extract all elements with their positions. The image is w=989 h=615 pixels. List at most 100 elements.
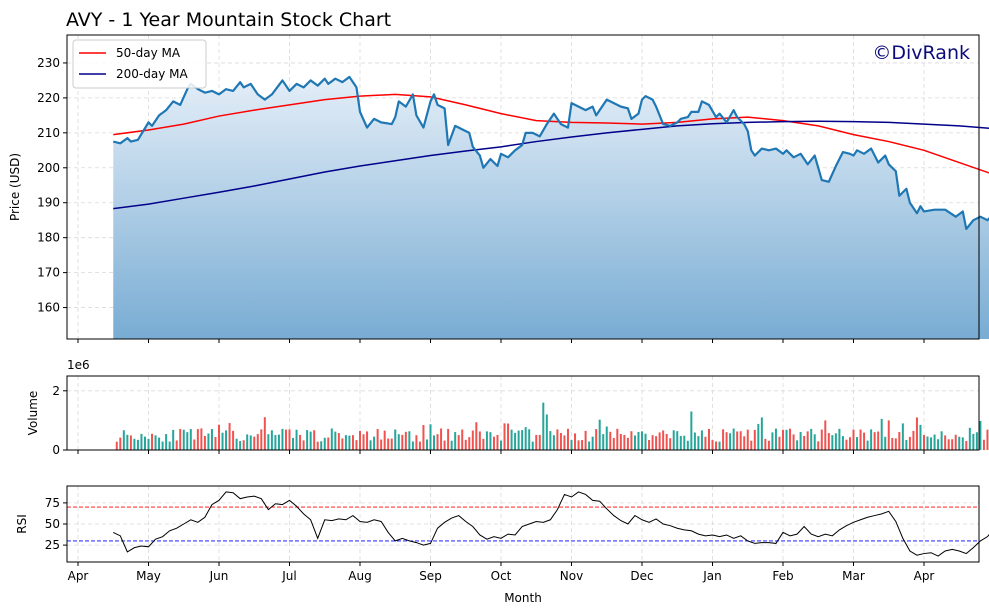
x-tick-label: Jun bbox=[209, 569, 229, 583]
volume-bar bbox=[161, 441, 164, 450]
volume-scale-label: 1e6 bbox=[67, 358, 90, 372]
volume-bar bbox=[436, 434, 439, 450]
volume-bar bbox=[143, 436, 146, 450]
volume-bar bbox=[933, 434, 936, 450]
y-axis-label: Volume bbox=[26, 391, 40, 436]
x-tick-label: Mar bbox=[842, 569, 865, 583]
volume-bar bbox=[521, 430, 524, 450]
x-tick-label: May bbox=[136, 569, 161, 583]
volume-bar bbox=[961, 437, 964, 450]
volume-bar bbox=[418, 441, 421, 450]
volume-bar bbox=[274, 435, 277, 450]
volume-bar bbox=[880, 418, 883, 450]
volume-bar bbox=[915, 417, 918, 450]
legend-box bbox=[72, 39, 207, 89]
volume-bar bbox=[425, 439, 428, 450]
volume-bar bbox=[566, 428, 569, 450]
y-tick-label: 170 bbox=[37, 266, 60, 280]
volume-bar bbox=[359, 430, 361, 450]
volume-bar bbox=[672, 430, 675, 450]
volume-bar bbox=[210, 429, 213, 450]
volume-bar bbox=[503, 423, 506, 450]
volume-bar bbox=[454, 432, 457, 450]
volume-bar bbox=[806, 431, 809, 450]
volume-bar bbox=[316, 441, 319, 450]
volume-bar bbox=[524, 427, 527, 450]
x-tick-label: Apr bbox=[68, 569, 89, 583]
volume-bar bbox=[122, 430, 125, 450]
volume-bar bbox=[348, 435, 351, 450]
volume-bar bbox=[641, 431, 643, 450]
rsi-panel: 25 50 75 RSI Apr May Jun Jul Aug Sep Oct Nov Dec Jan F… bbox=[15, 485, 989, 583]
volume-bar bbox=[746, 429, 749, 450]
volume-bar bbox=[492, 436, 495, 450]
volume-bar bbox=[722, 429, 725, 450]
volume-bar bbox=[662, 430, 665, 450]
volume-bar bbox=[901, 423, 904, 450]
volume-bar bbox=[362, 434, 365, 450]
volume-bar bbox=[732, 428, 735, 450]
volume-bar bbox=[845, 439, 848, 450]
volume-bar bbox=[856, 437, 859, 450]
volume-bar bbox=[249, 435, 252, 450]
volume-bar bbox=[147, 438, 150, 450]
volume-bar bbox=[136, 439, 139, 450]
volume-bar bbox=[648, 439, 651, 450]
volume-bar bbox=[387, 438, 390, 450]
volume-bar bbox=[496, 435, 499, 450]
volume-bar bbox=[711, 440, 714, 450]
volume-bar bbox=[221, 432, 224, 450]
volume-bar bbox=[168, 441, 171, 450]
volume-bar bbox=[863, 432, 866, 450]
volume-bar bbox=[175, 440, 178, 450]
x-tick-label: Nov bbox=[560, 569, 583, 583]
volume-bar bbox=[450, 440, 453, 450]
volume-bar bbox=[785, 429, 788, 450]
volume-bar bbox=[866, 440, 869, 450]
volume-bar bbox=[986, 429, 989, 450]
volume-bar bbox=[817, 441, 820, 450]
volume-bar bbox=[383, 430, 386, 450]
volume-bar bbox=[299, 434, 302, 450]
price-area-fill bbox=[113, 76, 989, 339]
volume-bar bbox=[429, 424, 432, 450]
volume-bar bbox=[630, 431, 633, 450]
volume-bar bbox=[619, 433, 622, 450]
volume-bar bbox=[327, 437, 330, 450]
volume-bar bbox=[789, 428, 792, 450]
volume-bar bbox=[944, 435, 947, 450]
volume-bar bbox=[320, 441, 323, 450]
volume-bar bbox=[214, 437, 217, 450]
volume-bar bbox=[820, 429, 823, 450]
volume-bar bbox=[369, 440, 372, 450]
volume-bar bbox=[482, 438, 485, 450]
y-axis-label: Price (USD) bbox=[8, 153, 22, 221]
legend-label: 200-day MA bbox=[116, 67, 188, 81]
volume-bar bbox=[937, 439, 940, 450]
volume-bar bbox=[824, 420, 827, 450]
volume-bar bbox=[841, 436, 844, 450]
volume-bar bbox=[686, 440, 689, 450]
volume-bar bbox=[475, 422, 478, 450]
volume-bar bbox=[464, 439, 467, 450]
volume-bar bbox=[344, 435, 347, 450]
volume-bar bbox=[545, 414, 548, 450]
volume-bar bbox=[129, 435, 132, 450]
chart-title: AVY - 1 Year Mountain Stock Chart bbox=[66, 9, 391, 31]
volume-bar bbox=[242, 440, 245, 450]
volume-bar bbox=[373, 436, 376, 450]
volume-bar bbox=[760, 417, 763, 450]
volume-bar bbox=[433, 435, 436, 450]
volume-bar bbox=[485, 431, 488, 450]
volume-bar bbox=[309, 431, 312, 450]
volume-bar bbox=[859, 429, 862, 450]
volume-bar bbox=[968, 427, 971, 450]
volume-bar bbox=[774, 428, 777, 450]
volume-bar bbox=[584, 430, 587, 450]
volume-bar bbox=[478, 431, 481, 450]
volume-bar bbox=[803, 436, 806, 450]
volume-bar bbox=[411, 441, 414, 450]
volume-bar bbox=[535, 434, 538, 450]
x-tick-label: Oct bbox=[491, 569, 512, 583]
legend: 50-day MA 200-day MA bbox=[72, 39, 207, 89]
